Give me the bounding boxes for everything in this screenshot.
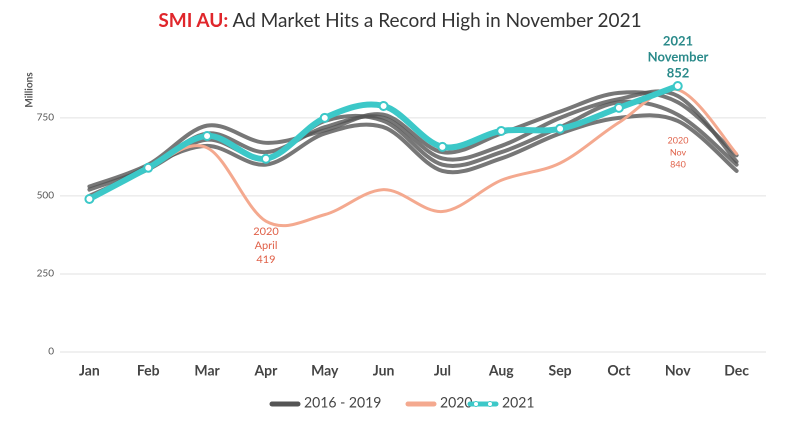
point — [613, 102, 624, 113]
y-axis-label: Millions — [24, 72, 36, 108]
point — [260, 153, 271, 164]
x-tick-label: Jun — [373, 362, 395, 379]
annotation: 2020 — [253, 225, 279, 238]
x-tick-label: Jul — [434, 362, 451, 379]
point — [555, 123, 566, 134]
x-tick-label: Mar — [194, 362, 220, 379]
annotation: 419 — [256, 253, 275, 266]
title-text: Ad Market Hits a Record High in November… — [232, 9, 641, 32]
annotation: April — [255, 239, 278, 252]
point — [496, 125, 507, 136]
x-tick-label: Dec — [724, 362, 749, 379]
chart-title: SMI AU: Ad Market Hits a Record High in … — [158, 9, 641, 32]
x-tick-label: Aug — [488, 362, 514, 379]
annotation: 2021 — [663, 32, 693, 48]
x-tick-label: Feb — [137, 362, 160, 379]
x-tick-label: Jan — [79, 362, 100, 379]
legend-label: 2016 - 2019 — [304, 394, 381, 411]
history-line — [87, 99, 739, 198]
x-tick-label: May — [311, 362, 339, 379]
series-line — [87, 87, 739, 228]
x-tick-label: Nov — [665, 362, 691, 379]
point — [437, 141, 448, 152]
title-highlight: SMI AU: — [158, 9, 228, 32]
point — [672, 80, 683, 91]
x-tick-label: Oct — [607, 362, 631, 379]
point — [202, 130, 213, 141]
y-tick-label: 0 — [48, 346, 54, 358]
annotation: 2020 — [668, 134, 689, 145]
legend-label: 2021 — [502, 394, 534, 411]
legend-dot — [487, 401, 493, 407]
annotation: Nov — [670, 146, 687, 157]
point — [378, 100, 389, 111]
annotation: November — [648, 48, 709, 64]
annotation: 852 — [667, 64, 690, 80]
annotation: 840 — [670, 158, 686, 169]
history-line — [87, 90, 739, 189]
x-tick-label: Sep — [549, 362, 572, 379]
point — [84, 194, 95, 205]
y-tick-label: 500 — [37, 189, 55, 201]
point — [143, 162, 154, 173]
point — [319, 112, 330, 123]
y-tick-label: 250 — [37, 267, 55, 279]
legend-dot — [473, 401, 479, 407]
legend-label: 2020 — [440, 394, 472, 411]
y-tick-label: 750 — [37, 111, 55, 123]
x-tick-label: Apr — [253, 362, 278, 379]
